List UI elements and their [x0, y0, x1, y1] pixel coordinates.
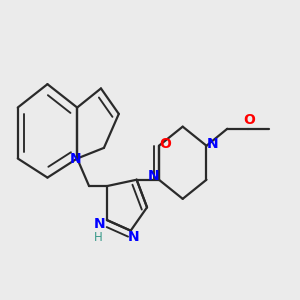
Text: N: N [207, 136, 219, 151]
Text: N: N [128, 230, 140, 244]
Text: O: O [160, 136, 171, 151]
Text: N: N [94, 217, 105, 231]
Text: H: H [94, 231, 103, 244]
Text: N: N [70, 152, 82, 166]
Text: O: O [243, 113, 255, 127]
Text: N: N [148, 169, 159, 183]
